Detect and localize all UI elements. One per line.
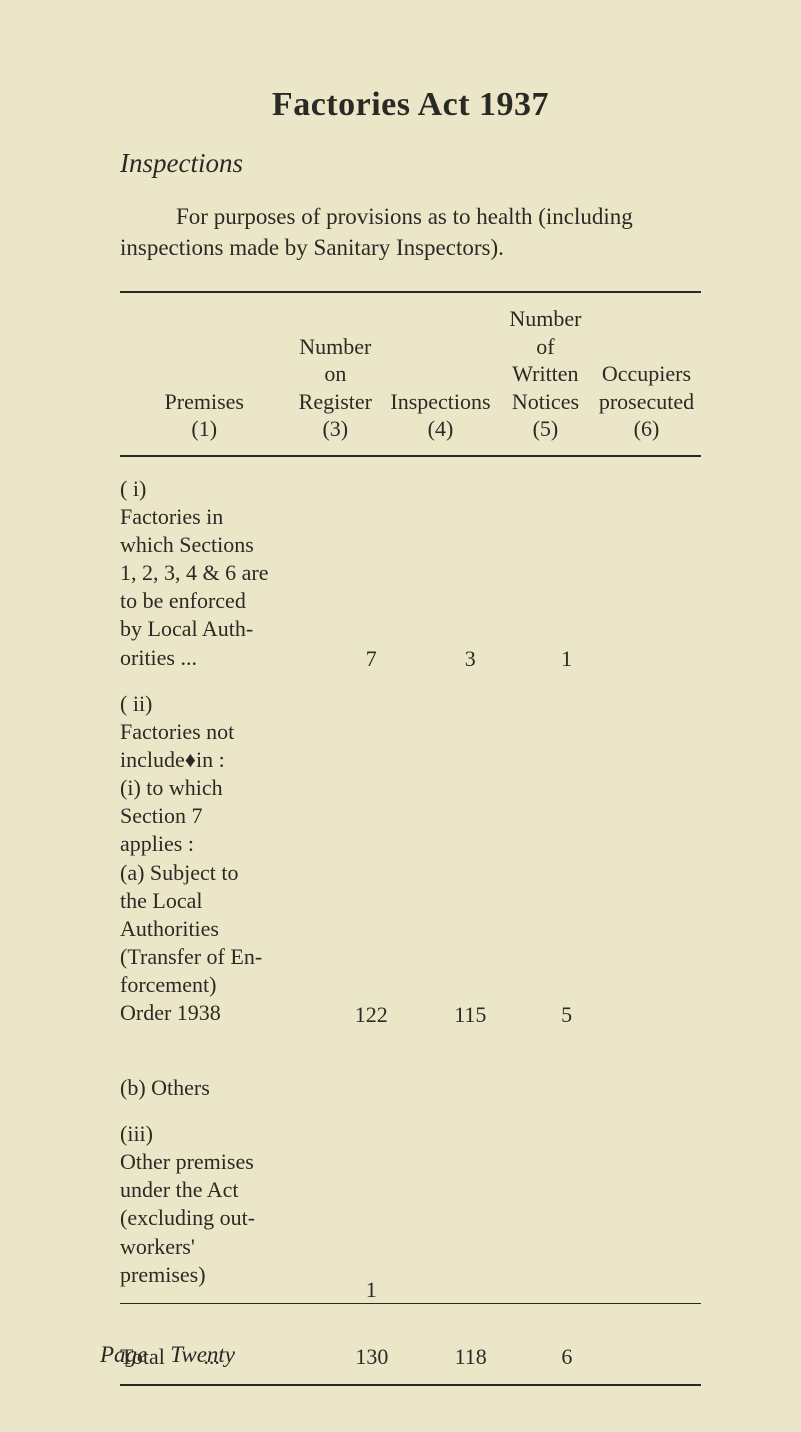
cell-prosecuted [610, 1102, 701, 1303]
cell-notices [524, 1028, 610, 1102]
bottom-rule [120, 1384, 701, 1386]
cell-notices [524, 1102, 610, 1303]
cell-inspections: 115 [417, 672, 524, 1028]
header-occupiers-num: (6) [634, 416, 660, 441]
page-title: Factories Act 1937 [120, 86, 701, 124]
total-inspections: 118 [418, 1304, 524, 1384]
header-inspections: Inspections [390, 389, 490, 414]
row-roman: (iii) [120, 1120, 172, 1148]
cell-register: 7 [326, 457, 418, 672]
cell-inspections [417, 1102, 524, 1303]
header-notices-l1: Number of [509, 306, 581, 359]
cell-prosecuted [610, 672, 701, 1028]
total-prosecuted [610, 1304, 701, 1384]
header-premises: Premises [165, 389, 244, 414]
row-roman: ( ii) [120, 690, 172, 718]
page-footer: Page Twenty [100, 1342, 235, 1368]
intro-paragraph: For purposes of provisions as to health … [120, 201, 701, 263]
cell-premises: ( i) Factories in which Sect­ions 1, 2, … [120, 457, 326, 672]
header-register-l3: Register [299, 389, 372, 414]
inspections-table-body: ( i) Factories in which Sect­ions 1, 2, … [120, 457, 701, 1303]
header-notices-l2: Written [512, 361, 578, 386]
header-inspections-num: (4) [428, 416, 454, 441]
col-inspections-header: Inspections (4) [382, 293, 499, 455]
table-header-row: Premises (1) Number on Register (3) Insp… [120, 293, 701, 455]
footer-space [153, 1342, 165, 1367]
table-row: (iii) Other prem­ises under the Act (exc… [120, 1102, 701, 1303]
cell-inspections [417, 1028, 524, 1102]
header-register-l2: on [324, 361, 346, 386]
inspections-table: Premises (1) Number on Register (3) Insp… [120, 293, 701, 455]
row-premises-text: Other prem­ises under the Act (exclud­in… [120, 1148, 270, 1289]
cell-register: 122 [326, 672, 418, 1028]
row-premises-text: Factories in which Sect­ions 1, 2, 3, 4 … [120, 503, 270, 672]
table-row: (b) Others [120, 1028, 701, 1102]
cell-notices: 5 [524, 672, 610, 1028]
cell-prosecuted [610, 1028, 701, 1102]
col-premises-header: Premises (1) [120, 293, 288, 455]
table-row: ( i) Factories in which Sect­ions 1, 2, … [120, 457, 701, 672]
section-subheading: Inspections [120, 148, 701, 179]
footer-value: Twenty [170, 1342, 235, 1367]
header-notices-num: (5) [533, 416, 559, 441]
footer-prefix: Page [100, 1342, 147, 1367]
header-register-num: (3) [322, 416, 348, 441]
row-premises-text: (b) Others [120, 1074, 270, 1102]
col-register-header: Number on Register (3) [288, 293, 382, 455]
cell-inspections: 3 [417, 457, 524, 672]
header-notices-l3: Notices [512, 389, 579, 414]
total-notices: 6 [524, 1304, 610, 1384]
header-premises-num: (1) [191, 416, 217, 441]
cell-register [326, 1028, 418, 1102]
cell-notices: 1 [524, 457, 610, 672]
col-notices-header: Number of Written Notices (5) [499, 293, 592, 455]
row-premises-text: Factories not include♦in : (i) to which … [120, 718, 270, 1028]
total-register: 130 [326, 1304, 417, 1384]
col-occupiers-header: Occupiers prosecuted (6) [592, 293, 701, 455]
header-occupiers-l1: Occupiers [602, 361, 691, 386]
cell-premises: ( ii) Factories not include♦in : (i) to … [120, 672, 326, 1028]
cell-premises: (b) Others [120, 1028, 326, 1102]
header-occupiers-l2: prosecuted [599, 389, 694, 414]
cell-register: 1 [326, 1102, 418, 1303]
row-roman: ( i) [120, 475, 172, 503]
cell-premises: (iii) Other prem­ises under the Act (exc… [120, 1102, 326, 1303]
table-row: ( ii) Factories not include♦in : (i) to … [120, 672, 701, 1028]
page-root: Factories Act 1937 Inspections For purpo… [0, 0, 801, 1432]
header-register-l1: Number [299, 334, 371, 359]
cell-prosecuted [610, 457, 701, 672]
